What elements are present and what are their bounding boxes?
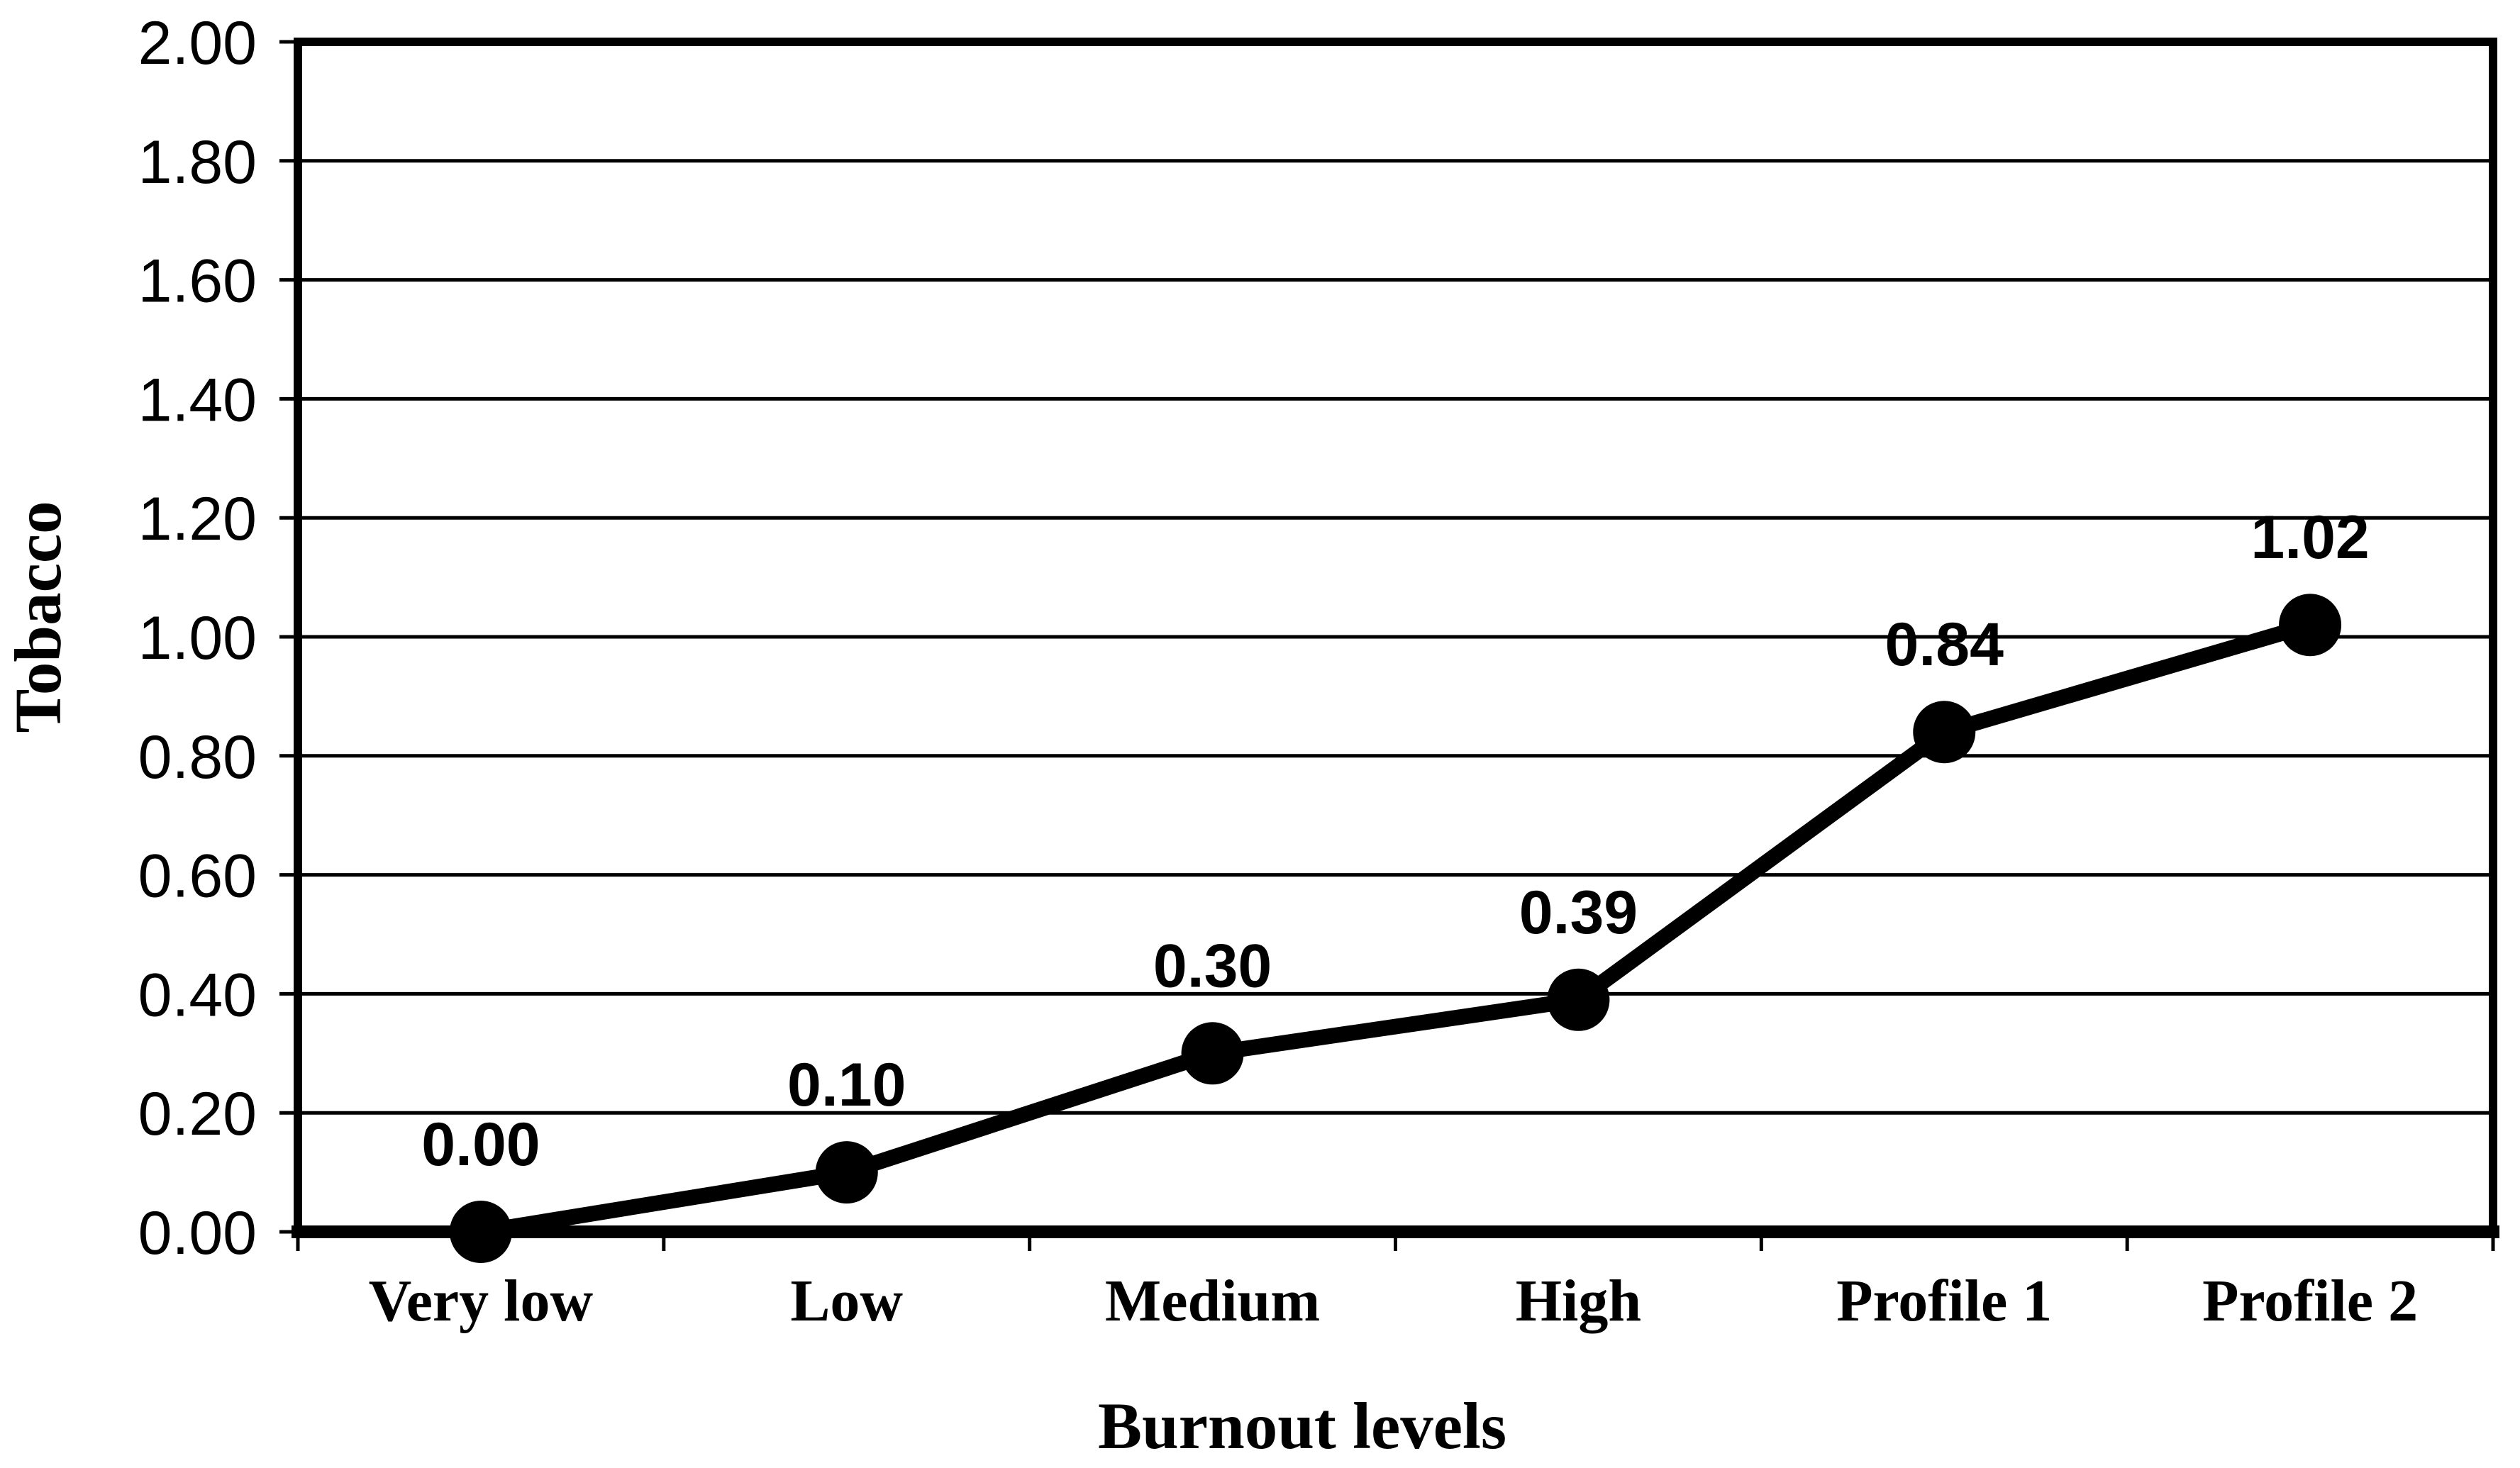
y-tick-label: 0.80 [138, 723, 257, 791]
y-axis-title: Tobacco [2, 501, 75, 733]
y-tick-label: 0.40 [138, 961, 257, 1029]
x-category-label: High [1516, 1268, 1641, 1334]
y-tick-label: 1.80 [138, 128, 257, 196]
y-tick-label: 1.20 [138, 485, 257, 553]
data-point-markers-group [449, 594, 2342, 1263]
y-tick-label: 0.60 [138, 843, 257, 911]
x-axis-title: Burnout levels [1098, 1390, 1506, 1463]
data-label: 0.00 [421, 1111, 540, 1179]
y-tick-label: 1.60 [138, 248, 257, 316]
x-category-label: Low [790, 1268, 903, 1334]
gridlines-group [298, 159, 2493, 1115]
y-tick-label: 1.40 [138, 366, 257, 434]
y-tick-labels-group: 0.00 0.20 0.40 0.60 0.80 1.00 1.20 1.40 1.60 1.80… [138, 9, 257, 1267]
data-label: 0.30 [1153, 932, 1272, 1000]
x-ticks-group [296, 1232, 2495, 1251]
data-label: 1.02 [2250, 504, 2369, 572]
data-point-marker [815, 1141, 878, 1204]
data-labels-group: 0.00 0.10 0.30 0.39 0.84 1.02 [421, 504, 2370, 1179]
data-label: 0.39 [1519, 879, 1638, 947]
x-category-label: Medium [1105, 1268, 1320, 1334]
x-category-labels-group: Very low Low Medium High Profile 1 Profile 2 [369, 1268, 2418, 1334]
data-point-marker [2279, 594, 2342, 657]
series-line [472, 617, 2319, 1240]
data-label: 0.84 [1885, 611, 2004, 679]
x-category-label: Profile 2 [2202, 1268, 2418, 1334]
y-tick-label: 0.20 [138, 1080, 257, 1148]
y-tick-label: 2.00 [138, 9, 257, 77]
data-point-marker [1547, 968, 1610, 1031]
y-tick-label: 1.00 [138, 604, 257, 672]
data-point-marker [449, 1201, 512, 1263]
y-tick-label: 0.00 [138, 1199, 257, 1267]
data-point-marker [1181, 1022, 1244, 1085]
y-ticks-group [279, 40, 298, 1234]
data-label: 0.10 [787, 1051, 906, 1119]
data-point-marker [1913, 701, 1976, 764]
x-category-label: Very low [369, 1268, 594, 1334]
x-category-label: Profile 1 [1836, 1268, 2052, 1334]
